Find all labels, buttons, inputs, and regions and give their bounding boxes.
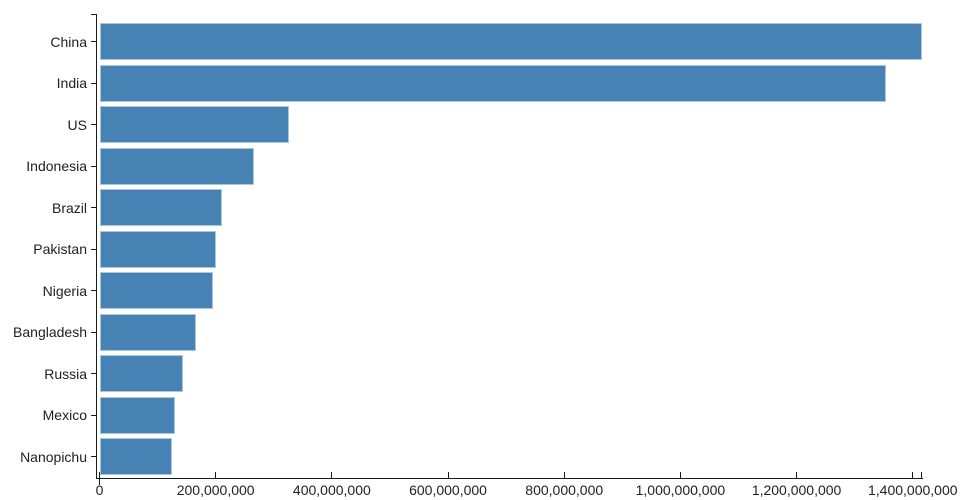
- y-axis-line: [96, 14, 97, 478]
- x-tick-label-1400000000: 1,400,000,000: [867, 482, 958, 498]
- y-tick-label-bangladesh: Bangladesh: [13, 324, 87, 341]
- bar-russia: [99, 355, 184, 393]
- x-tick-0: [99, 472, 100, 485]
- x-tick-label-1200000000: 1,200,000,000: [751, 482, 842, 498]
- y-tick-label-us: US: [67, 116, 87, 133]
- x-axis-end-cap: [921, 472, 922, 478]
- y-tick-label-mexico: Mexico: [42, 407, 87, 424]
- bar-mexico: [99, 396, 176, 434]
- y-tick-india: [91, 82, 97, 84]
- y-tick-label-nanopichu: Nanopichu: [20, 448, 87, 465]
- y-tick-label-nigeria: Nigeria: [42, 282, 87, 299]
- y-tick-nanopichu: [91, 456, 97, 458]
- y-tick-label-brazil: Brazil: [51, 199, 87, 216]
- y-tick-pakistan: [91, 248, 97, 250]
- y-axis-end-cap: [91, 14, 97, 15]
- bar-nanopichu: [99, 438, 173, 476]
- bar-us: [99, 106, 290, 144]
- y-tick-label-russia: Russia: [44, 365, 87, 382]
- x-tick-label-1000000000: 1,000,000,000: [635, 482, 726, 498]
- y-tick-label-china: China: [50, 33, 87, 50]
- y-tick-china: [91, 41, 97, 43]
- x-tick-200000000: [215, 472, 217, 478]
- x-tick-1200000000: [796, 472, 798, 478]
- x-tick-600000000: [447, 472, 449, 478]
- x-tick-label-800000000: 800,000,000: [525, 482, 604, 498]
- x-tick-1400000000: [912, 472, 914, 478]
- bar-india: [99, 64, 887, 102]
- x-tick-label-600000000: 600,000,000: [409, 482, 487, 498]
- bar-brazil: [99, 189, 222, 227]
- bar-nigeria: [99, 272, 214, 310]
- y-tick-russia: [91, 373, 97, 375]
- bar-bangladesh: [99, 313, 197, 351]
- y-tick-nigeria: [91, 290, 97, 292]
- y-tick-us: [91, 124, 97, 126]
- x-tick-label-400000000: 400,000,000: [292, 482, 371, 498]
- x-tick-1000000000: [679, 472, 681, 478]
- y-tick-label-india: India: [56, 75, 87, 92]
- x-tick-800000000: [563, 472, 565, 478]
- y-tick-mexico: [91, 414, 97, 416]
- x-tick-label-0: 0: [95, 482, 104, 498]
- x-axis-line: [96, 478, 923, 479]
- bar-pakistan: [99, 230, 217, 268]
- y-tick-bangladesh: [91, 331, 97, 333]
- x-tick-label-200000000: 200,000,000: [176, 482, 255, 498]
- bar-indonesia: [99, 147, 255, 185]
- y-tick-label-indonesia: Indonesia: [26, 158, 87, 175]
- bar-china: [99, 23, 922, 61]
- y-tick-label-pakistan: Pakistan: [33, 241, 87, 258]
- x-tick-400000000: [331, 472, 333, 478]
- y-tick-indonesia: [91, 165, 97, 167]
- y-tick-brazil: [91, 207, 97, 209]
